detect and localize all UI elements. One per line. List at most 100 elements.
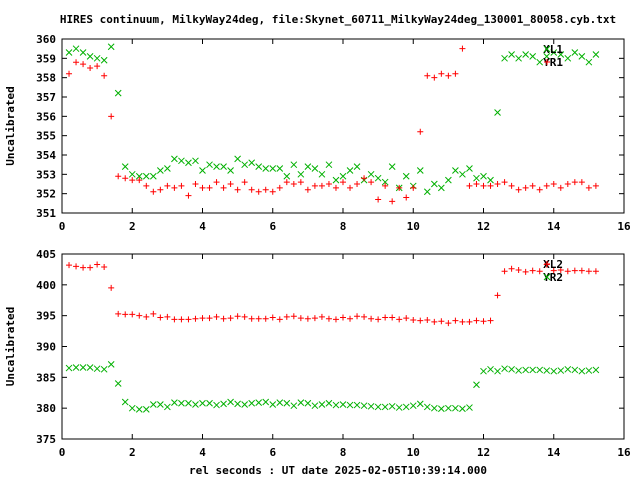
data-point	[213, 401, 220, 409]
data-point	[241, 401, 249, 408]
data-point	[73, 263, 80, 270]
y-tick-label: 351	[36, 207, 56, 220]
data-point	[332, 401, 340, 409]
data-point	[564, 268, 571, 275]
data-point	[234, 313, 241, 320]
data-point	[396, 316, 403, 323]
data-point	[522, 184, 529, 191]
x-tick-label: 6	[269, 220, 276, 233]
data-point	[452, 70, 459, 77]
data-point	[529, 366, 537, 374]
data-point	[276, 316, 283, 323]
data-point	[578, 267, 585, 274]
data-point	[311, 182, 318, 189]
data-point	[318, 313, 325, 320]
data-point	[564, 54, 572, 62]
x-tick-label: 14	[547, 446, 561, 459]
data-point	[578, 179, 585, 186]
data-point	[66, 70, 73, 77]
data-point	[206, 161, 213, 169]
data-point	[585, 184, 592, 191]
data-point	[445, 320, 452, 327]
data-point	[199, 167, 206, 174]
data-point	[466, 318, 473, 325]
data-point	[185, 316, 192, 323]
data-point	[269, 188, 276, 195]
data-point	[416, 167, 424, 174]
data-point	[592, 51, 600, 58]
data-point	[417, 317, 424, 324]
data-point	[557, 51, 565, 58]
data-point	[445, 404, 452, 412]
data-point	[192, 181, 199, 187]
data-point	[79, 49, 87, 56]
y-tick-label: 356	[36, 110, 56, 123]
data-point	[178, 399, 185, 407]
data-point	[375, 316, 382, 323]
legend-label: XL2	[543, 258, 563, 271]
data-point	[304, 315, 311, 322]
data-point	[381, 178, 389, 186]
data-point	[340, 314, 346, 321]
data-point	[157, 186, 164, 193]
data-point	[571, 366, 579, 374]
data-point	[149, 172, 157, 180]
y-tick-label: 352	[36, 188, 56, 201]
data-point	[508, 365, 515, 373]
data-point	[585, 58, 593, 66]
data-point	[368, 179, 375, 186]
data-point	[94, 63, 101, 70]
data-point	[171, 155, 178, 163]
data-point	[318, 401, 326, 408]
data-point	[550, 267, 557, 274]
data-point	[466, 404, 473, 411]
data-point	[494, 292, 501, 299]
data-point	[473, 317, 480, 324]
data-point	[571, 179, 578, 186]
data-point	[501, 54, 508, 62]
data-point	[374, 174, 382, 182]
data-point	[423, 403, 431, 411]
data-point	[135, 406, 143, 413]
data-point	[164, 403, 171, 411]
data-point	[101, 72, 108, 79]
data-point	[381, 403, 389, 411]
data-point	[297, 315, 304, 322]
y-tick-label: 395	[36, 310, 56, 323]
data-point	[66, 262, 73, 269]
x-tick-label: 2	[129, 446, 136, 459]
data-point	[529, 267, 536, 274]
y-tick-label: 375	[36, 433, 56, 446]
data-point	[438, 318, 445, 325]
plot-frame	[61, 253, 625, 440]
data-point	[402, 172, 410, 180]
data-point	[409, 402, 417, 410]
data-point	[234, 155, 241, 163]
data-point	[80, 264, 87, 271]
x-tick-label: 8	[340, 220, 347, 233]
data-point	[213, 163, 220, 170]
data-point	[354, 181, 361, 187]
x-tick-label: 0	[59, 446, 66, 459]
data-point	[108, 284, 115, 291]
data-point	[375, 196, 382, 203]
data-point	[283, 172, 291, 180]
data-point	[508, 182, 515, 189]
data-point	[501, 179, 508, 186]
data-point	[276, 184, 283, 191]
data-point	[487, 182, 494, 189]
data-point	[206, 315, 213, 322]
data-point	[332, 176, 340, 184]
data-point	[143, 182, 150, 189]
data-point	[241, 313, 248, 320]
data-point	[129, 311, 136, 318]
data-point	[466, 182, 473, 189]
data-point	[571, 49, 579, 56]
data-point	[459, 45, 466, 52]
data-point	[87, 65, 94, 71]
data-point	[543, 367, 551, 374]
data-point	[445, 72, 452, 79]
data-point	[164, 165, 171, 172]
data-point	[87, 264, 94, 271]
data-point	[459, 170, 466, 178]
